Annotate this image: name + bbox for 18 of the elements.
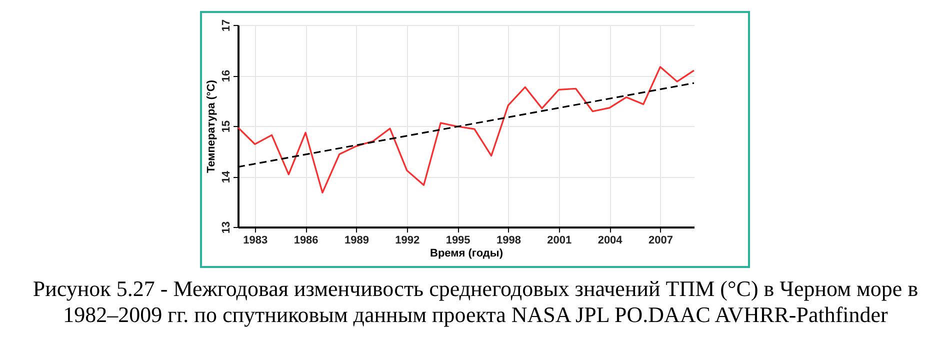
x-tick-label: 1998 bbox=[496, 234, 521, 246]
x-tick-label: 2007 bbox=[648, 234, 673, 246]
x-tick-label: 1983 bbox=[243, 234, 268, 246]
x-tick-label: 1992 bbox=[395, 234, 420, 246]
y-tick-label: 15 bbox=[220, 120, 232, 133]
text: Рисунок 5.27 - Межгодовая изменчивость среднегодовых значений ТПМ (°C) в Черном море в 1982–2009 гг. по спутниковым данным проекта NASA JPL PO.DAAC AVHRR-Pathfinder bbox=[32, 276, 920, 328]
y-tick-label: 14 bbox=[220, 170, 232, 184]
x-tick-label: 1995 bbox=[446, 234, 470, 246]
y-tick-label: 16 bbox=[220, 70, 232, 82]
y-tick-label: 13 bbox=[220, 221, 232, 234]
x-tick-label: 2004 bbox=[598, 234, 624, 246]
line-series bbox=[237, 66, 695, 194]
y-tick-label: 17 bbox=[220, 19, 232, 32]
x-tick-label: 1989 bbox=[344, 234, 369, 246]
x-tick-label: 1986 bbox=[294, 234, 318, 246]
y-axis-title: Температура (°C) bbox=[206, 80, 218, 174]
x-tick-label: 2001 bbox=[547, 234, 572, 246]
x-axis-title: Время (годы) bbox=[430, 248, 504, 260]
